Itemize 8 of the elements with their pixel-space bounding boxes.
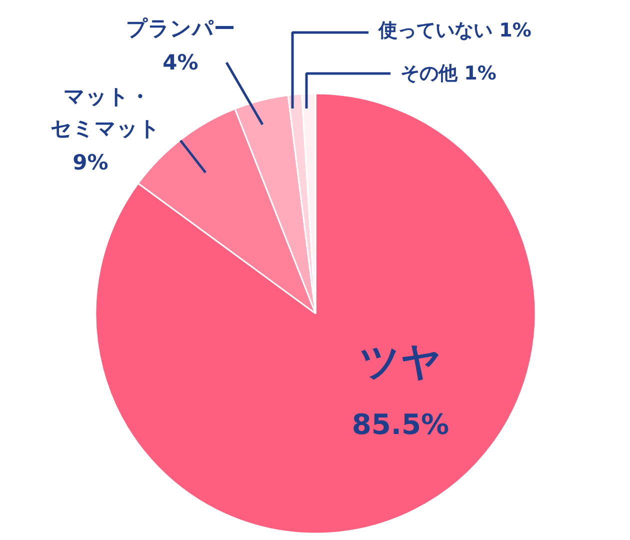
slice-label: マット・セミマット xyxy=(50,84,160,140)
data-label: 4% xyxy=(162,50,198,74)
slice-label: その他 1% xyxy=(400,62,496,84)
data-label: 85.5% xyxy=(352,408,450,441)
slice-label: ツヤ xyxy=(360,340,442,386)
data-label: 9% xyxy=(72,150,108,174)
slice-label: プランパー xyxy=(126,16,235,40)
slice-label: 使っていない 1% xyxy=(378,20,532,42)
